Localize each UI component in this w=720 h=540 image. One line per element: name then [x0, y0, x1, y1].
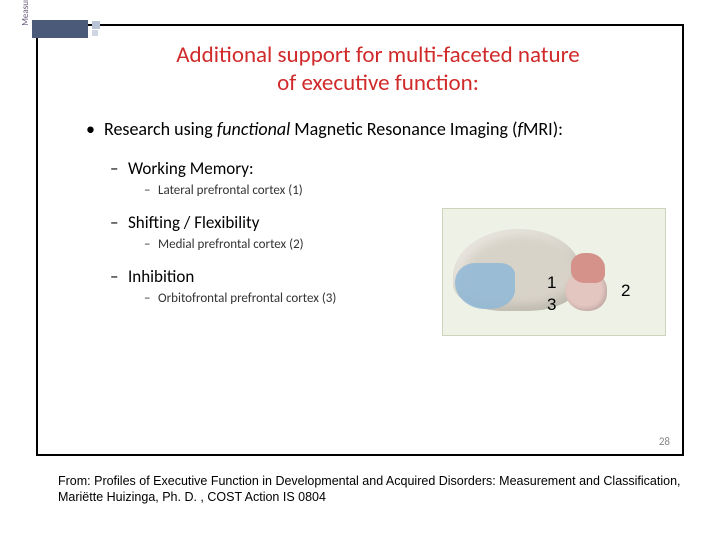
source-caption: From: Profiles of Executive Function in …: [58, 474, 708, 505]
text: Medial prefrontal cortex (2): [158, 237, 304, 252]
text: Research using: [104, 118, 217, 140]
accent-bar: [32, 20, 88, 38]
title-line: Additional support for multi-faceted nat…: [176, 41, 580, 69]
brain-diagram: 1 3 2: [442, 208, 666, 336]
text: Magnetic Resonance Imaging (: [290, 118, 517, 140]
brain-label-1: 1: [547, 273, 556, 293]
bullet-level1: Research using functional Magnetic Reson…: [86, 118, 658, 140]
brain-frontal-shape: [455, 263, 515, 309]
bullet-level2: Working Memory:: [86, 158, 658, 179]
bullet-level3: Lateral prefrontal cortex (1): [86, 183, 658, 198]
text: Orbitofrontal prefrontal cortex (3): [158, 291, 336, 306]
text: Inhibition: [128, 266, 194, 287]
text-italic: functional: [217, 118, 290, 140]
title-line: of executive function:: [277, 69, 479, 97]
text: Shifting / Flexibility: [128, 212, 259, 233]
slide-title: Additional support for multi-faceted nat…: [98, 42, 658, 97]
slide-number: 28: [659, 435, 670, 448]
text: Working Memory:: [128, 158, 254, 179]
section-tab-label: Measurement: [20, 0, 31, 40]
slide-frame: Measurement Additional support for multi…: [36, 24, 684, 456]
brain-label-3: 3: [547, 295, 556, 315]
accent-square-icon: [92, 21, 100, 29]
text: MRI):: [523, 118, 563, 140]
text: Lateral prefrontal cortex (1): [158, 183, 303, 198]
brain-label-2: 2: [621, 281, 630, 301]
accent-square-icon: [92, 30, 98, 36]
brain-medial-shape: [571, 253, 605, 283]
brain-icon: [453, 223, 589, 321]
